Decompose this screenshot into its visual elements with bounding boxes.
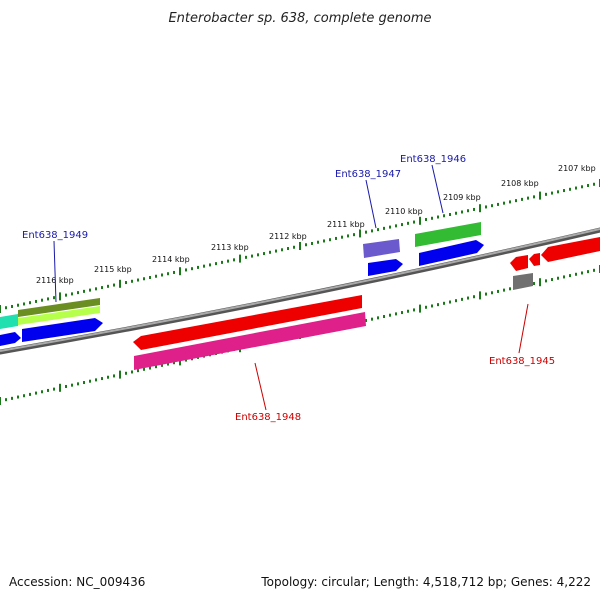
tick-label-2113: 2113 kbp bbox=[211, 243, 249, 252]
gene-feature-red-small-2[interactable] bbox=[529, 253, 540, 266]
tick-label-2115: 2115 kbp bbox=[94, 265, 132, 274]
gene-feature-magenta-1948[interactable] bbox=[134, 312, 366, 370]
tick-label-2109: 2109 kbp bbox=[443, 193, 481, 202]
leader-ent638-1947 bbox=[365, 179, 377, 229]
tick-label-2111: 2111 kbp bbox=[327, 220, 365, 229]
tick-label-2112: 2112 kbp bbox=[269, 232, 307, 241]
leader-ent638-1948 bbox=[254, 362, 267, 411]
gene-leader-lines bbox=[53, 164, 529, 411]
leader-ent638-1949 bbox=[53, 240, 57, 303]
reverse-features bbox=[133, 237, 600, 370]
forward-features bbox=[0, 222, 484, 346]
gene-feature-green[interactable] bbox=[415, 222, 481, 247]
gene-feature-lime[interactable] bbox=[18, 306, 100, 325]
gene-feature-cyan[interactable] bbox=[0, 314, 18, 329]
gene-feature-blue-1947[interactable] bbox=[368, 259, 403, 276]
upper-tick-ring bbox=[0, 179, 600, 313]
gene-feature-red-1948[interactable] bbox=[133, 295, 362, 350]
gene-feature-purple[interactable] bbox=[363, 239, 400, 258]
gene-label-ent638-1948[interactable]: Ent638_1948 bbox=[235, 412, 301, 423]
tick-label-2107: 2107 kbp bbox=[558, 164, 596, 173]
gene-feature-blue-1946[interactable] bbox=[419, 240, 484, 266]
leader-ent638-1945 bbox=[518, 303, 529, 354]
gene-labels: Ent638_1949 Ent638_1947 Ent638_1946 Ent6… bbox=[22, 154, 555, 423]
tick-labels: 2107 kbp 2108 kbp 2109 kbp 2110 kbp 2111… bbox=[36, 164, 596, 285]
gene-feature-olive[interactable] bbox=[18, 298, 100, 317]
leader-ent638-1946 bbox=[431, 164, 444, 214]
gene-feature-blue-left[interactable] bbox=[22, 318, 103, 342]
genome-backbone-highlight bbox=[0, 228, 600, 352]
gene-feature-blue-edge[interactable] bbox=[0, 332, 21, 346]
gene-feature-red-small-1[interactable] bbox=[510, 255, 528, 271]
gene-feature-gray[interactable] bbox=[513, 273, 533, 290]
tick-label-2114: 2114 kbp bbox=[152, 255, 190, 264]
gene-label-ent638-1945[interactable]: Ent638_1945 bbox=[489, 356, 555, 367]
tick-label-2110: 2110 kbp bbox=[385, 207, 423, 216]
gene-label-ent638-1946[interactable]: Ent638_1946 bbox=[400, 154, 466, 165]
topology-text: Topology: circular; Length: 4,518,712 bp… bbox=[260, 575, 591, 589]
gene-feature-red-right[interactable] bbox=[541, 237, 600, 262]
accession-text: Accession: NC_009436 bbox=[9, 575, 145, 589]
gene-label-ent638-1947[interactable]: Ent638_1947 bbox=[335, 169, 401, 180]
gene-label-ent638-1949[interactable]: Ent638_1949 bbox=[22, 230, 88, 241]
map-title: Enterobacter sp. 638, complete genome bbox=[168, 11, 431, 26]
tick-label-2108: 2108 kbp bbox=[501, 179, 539, 188]
